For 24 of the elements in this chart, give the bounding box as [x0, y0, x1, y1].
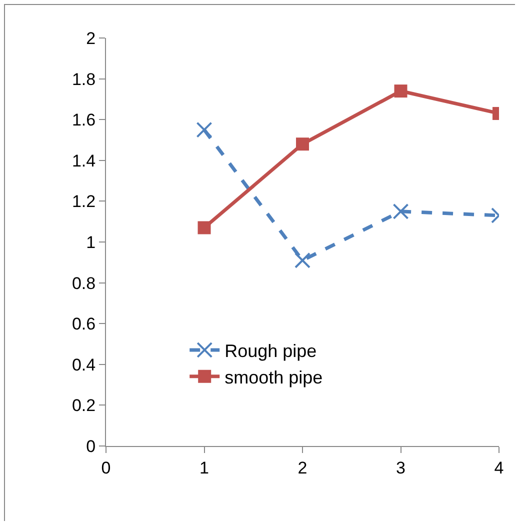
y-tick-label: 1.6	[72, 110, 96, 130]
point	[198, 221, 211, 234]
y-tick-label: 1.2	[72, 192, 96, 212]
y-tick-label: 0	[86, 436, 96, 456]
y-tick-label: 1	[86, 232, 96, 252]
y-tick-label: 2	[86, 28, 96, 48]
y-tick-label: 0.2	[72, 396, 96, 416]
y-tick-label: 0.6	[72, 314, 96, 334]
y-tick-label: 1.4	[72, 151, 96, 170]
legend-label: smooth pipe	[224, 367, 323, 388]
y-tick-label: 0.4	[72, 355, 96, 374]
y-tick-label: 0.8	[72, 274, 96, 293]
x-tick-label: 4	[494, 458, 504, 478]
legend-label: Rough pipe	[224, 340, 317, 361]
point	[394, 84, 408, 98]
x-tick-label: 1	[200, 458, 209, 478]
point	[392, 203, 409, 220]
x-tick-label: 0	[101, 458, 111, 478]
point	[294, 252, 310, 268]
x-tick-label: 3	[396, 458, 406, 478]
point	[196, 122, 212, 138]
x-tick-label: 2	[298, 458, 308, 478]
point	[296, 138, 309, 151]
y-tick-label: 1.8	[72, 70, 96, 89]
